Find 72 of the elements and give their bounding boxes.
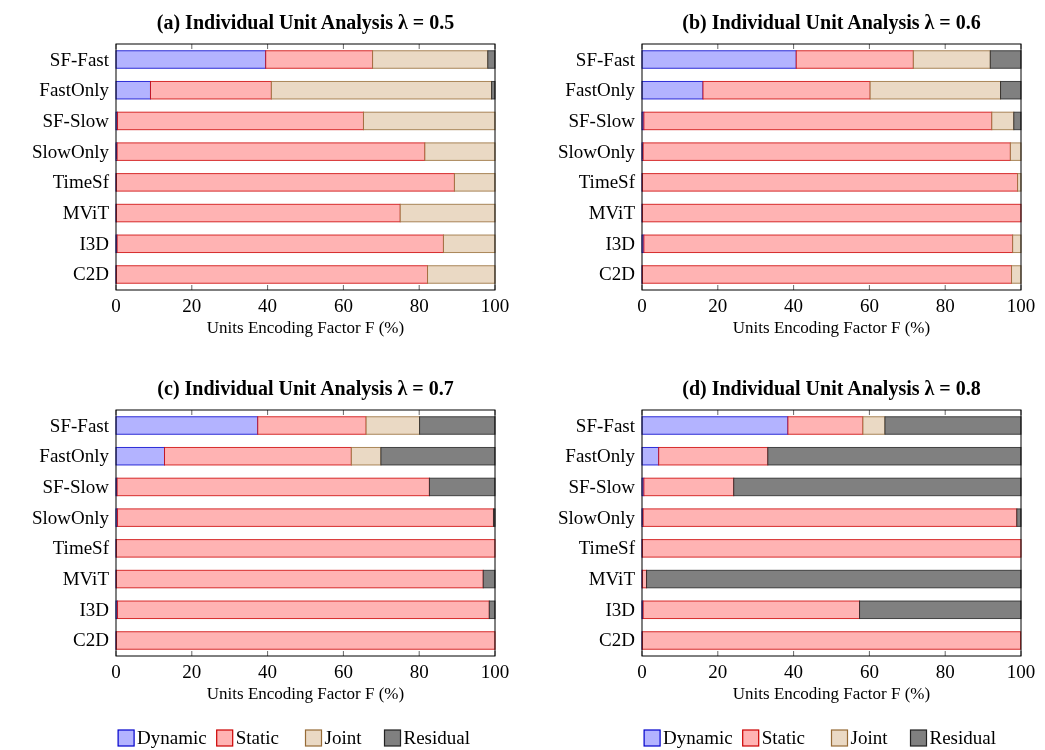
y-tick-label: C2D: [73, 629, 109, 651]
x-tick-label: 100: [480, 661, 510, 682]
x-tick-label: 80: [935, 661, 955, 682]
y-tick-label: FastOnly: [565, 445, 636, 467]
y-tick-label: FastOnly: [39, 445, 110, 467]
x-tick-label: 100: [480, 295, 510, 316]
y-tick-label: SlowOnly: [31, 506, 110, 528]
chart-title: (b) Individual Unit Analysis λ = 0.6: [682, 11, 981, 34]
y-tick-label: I3D: [605, 232, 635, 254]
x-tick-label: 100: [1006, 661, 1036, 682]
x-tick-label: 0: [111, 295, 121, 316]
y-tick-label: SF-Fast: [575, 414, 636, 436]
x-tick-label: 80: [935, 295, 955, 316]
legend-label: Static: [235, 727, 279, 748]
y-tick-label: I3D: [79, 232, 109, 254]
y-tick-label: I3D: [605, 598, 635, 620]
y-tick-label: I3D: [79, 598, 109, 620]
y-tick-label: SF-Fast: [49, 48, 110, 70]
legend-label: Static: [761, 727, 805, 748]
legend-label: Residual: [403, 727, 470, 748]
y-tick-label: MViT: [62, 202, 110, 224]
y-tick-label: SlowOnly: [557, 140, 636, 162]
x-tick-label: 40: [258, 661, 278, 682]
y-tick-label: C2D: [599, 263, 635, 285]
x-tick-label: 60: [859, 661, 879, 682]
x-tick-label: 100: [1006, 295, 1036, 316]
chart-title: (a) Individual Unit Analysis λ = 0.5: [156, 11, 455, 34]
x-tick-label: 20: [182, 661, 202, 682]
y-tick-label: C2D: [599, 629, 635, 651]
y-tick-label: TimeSf: [52, 537, 110, 559]
x-tick-label: 40: [258, 295, 278, 316]
x-tick-label: 60: [333, 295, 353, 316]
y-tick-label: C2D: [73, 263, 109, 285]
x-tick-label: 0: [637, 661, 647, 682]
y-tick-label: FastOnly: [565, 79, 636, 101]
y-tick-label: SF-Slow: [568, 109, 636, 131]
x-axis-title: Units Encoding Factor F (%): [732, 318, 931, 337]
y-tick-label: MViT: [588, 568, 636, 590]
x-tick-label: 20: [708, 295, 728, 316]
y-tick-label: TimeSf: [52, 171, 110, 193]
legend-label: Joint: [850, 727, 889, 748]
y-tick-label: MViT: [588, 202, 636, 224]
x-tick-label: 0: [111, 661, 121, 682]
x-axis-title: Units Encoding Factor F (%): [206, 318, 405, 337]
legend-label: Residual: [929, 727, 996, 748]
x-tick-label: 0: [637, 295, 647, 316]
x-tick-label: 20: [708, 661, 728, 682]
y-tick-label: SlowOnly: [31, 140, 110, 162]
x-axis-title: Units Encoding Factor F (%): [206, 684, 405, 703]
legend-label: Dynamic: [663, 727, 733, 748]
x-tick-label: 40: [784, 661, 804, 682]
y-tick-label: TimeSf: [578, 171, 636, 193]
y-tick-label: MViT: [62, 568, 110, 590]
legend-label: Dynamic: [137, 727, 207, 748]
y-tick-label: SF-Fast: [575, 48, 636, 70]
chart-title: (c) Individual Unit Analysis λ = 0.7: [157, 377, 454, 400]
y-tick-label: SlowOnly: [557, 506, 636, 528]
x-tick-label: 40: [784, 295, 804, 316]
x-tick-label: 60: [859, 295, 879, 316]
y-tick-label: SF-Slow: [568, 475, 636, 497]
legend-label: Joint: [324, 727, 363, 748]
x-axis-title: Units Encoding Factor F (%): [732, 684, 931, 703]
chart-title: (d) Individual Unit Analysis λ = 0.8: [682, 377, 981, 400]
y-tick-label: SF-Fast: [49, 414, 110, 436]
x-tick-label: 80: [409, 295, 429, 316]
x-tick-label: 80: [409, 661, 429, 682]
x-tick-label: 60: [333, 661, 353, 682]
y-tick-label: SF-Slow: [42, 109, 110, 131]
y-tick-label: TimeSf: [578, 537, 636, 559]
y-tick-label: FastOnly: [39, 79, 110, 101]
y-tick-label: SF-Slow: [42, 475, 110, 497]
x-tick-label: 20: [182, 295, 202, 316]
